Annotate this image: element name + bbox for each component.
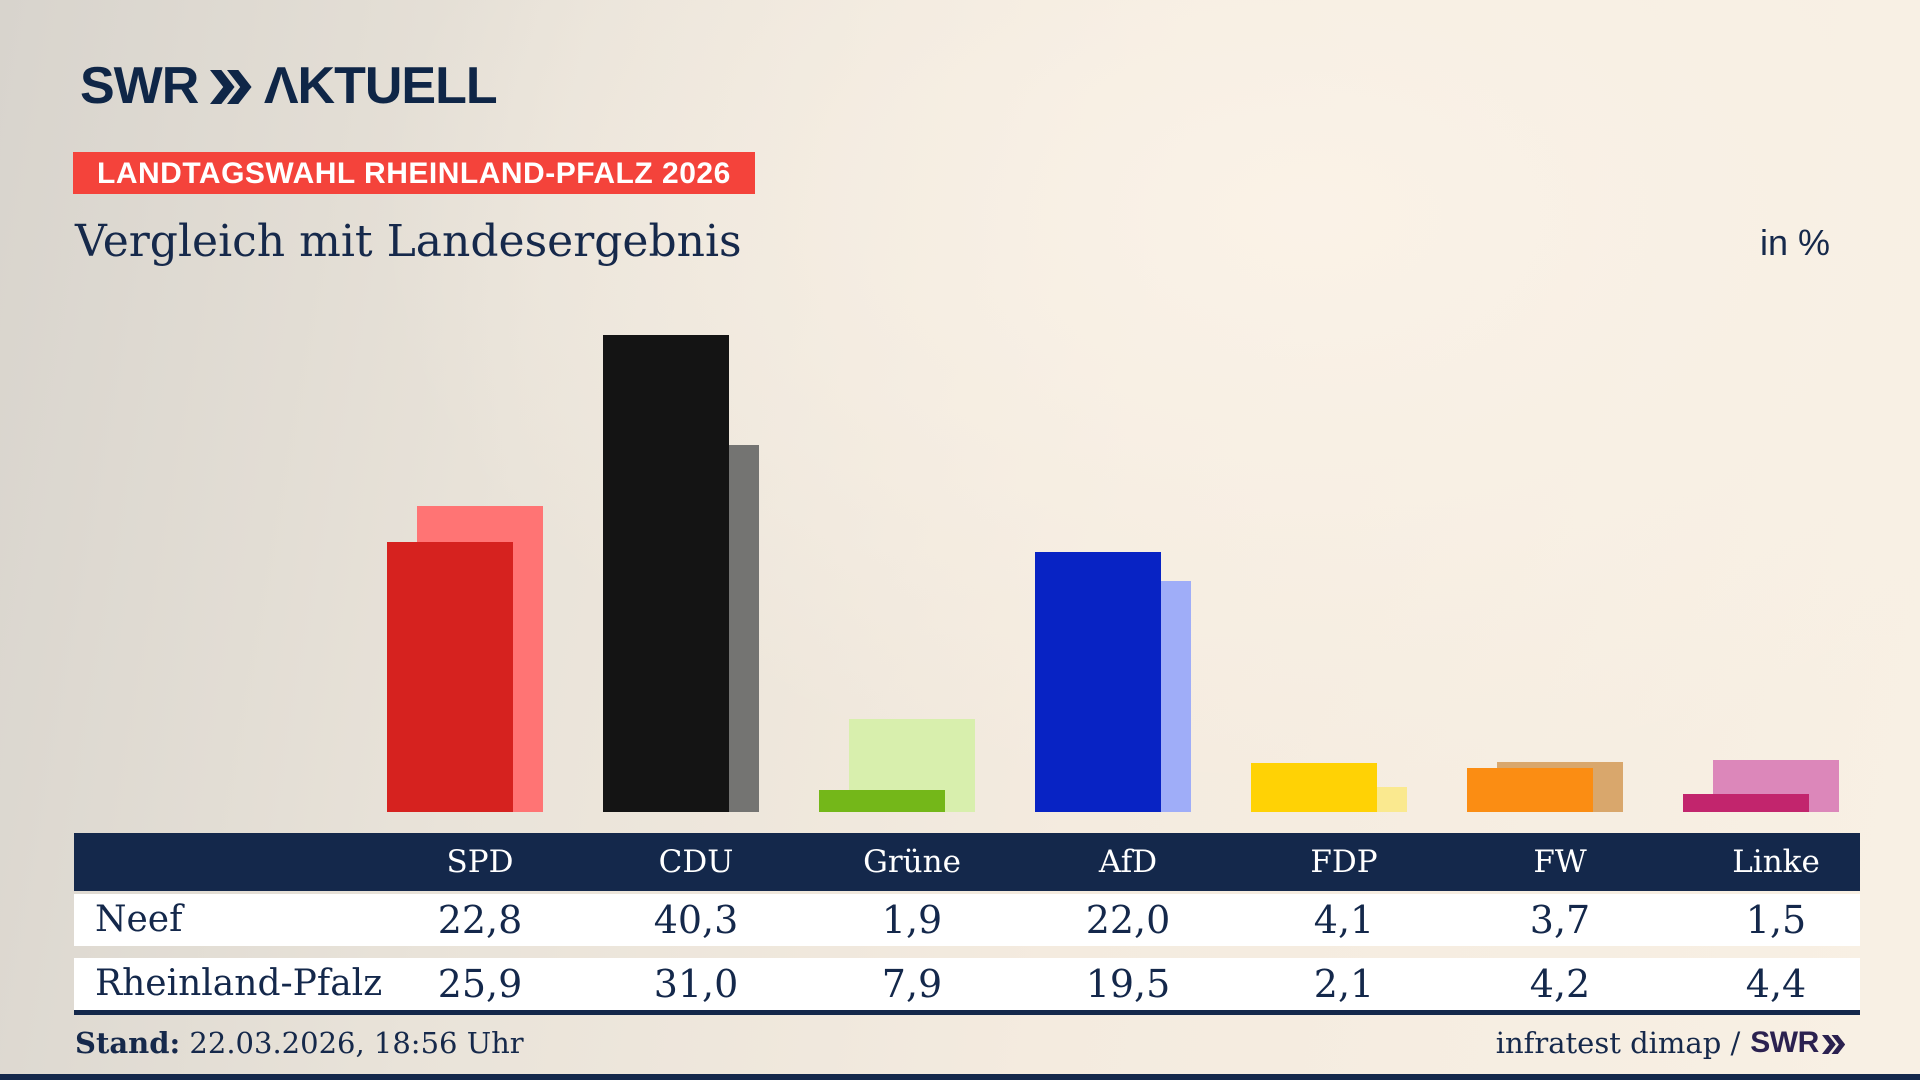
value-neef-fw: 3,7 bbox=[1529, 898, 1591, 942]
table-header-cell-spd: SPD bbox=[446, 844, 514, 880]
bar-neef-linke bbox=[1683, 794, 1809, 812]
value-neef-linke: 1,5 bbox=[1745, 898, 1807, 942]
value-rheinland-pfalz-cdu: 31,0 bbox=[653, 962, 739, 1006]
logo-brand-text: SWR bbox=[80, 57, 199, 115]
source-brand-text: SWR bbox=[1750, 1026, 1819, 1059]
timestamp-label: Stand: bbox=[75, 1026, 181, 1060]
value-neef-gruene: 1,9 bbox=[881, 898, 943, 942]
value-rheinland-pfalz-spd: 25,9 bbox=[437, 962, 523, 1006]
bar-neef-fdp bbox=[1251, 763, 1377, 812]
value-rheinland-pfalz-fw: 4,2 bbox=[1529, 962, 1591, 1006]
value-rheinland-pfalz-gruene: 7,9 bbox=[881, 962, 943, 1006]
table-header-cell-afd: AfD bbox=[1098, 844, 1158, 880]
value-neef-cdu: 40,3 bbox=[653, 898, 739, 942]
table-bottom-border bbox=[74, 1010, 1860, 1015]
table-header-cell-fdp: FDP bbox=[1310, 844, 1378, 880]
value-rheinland-pfalz-fdp: 2,1 bbox=[1313, 962, 1375, 1006]
bar-neef-gruene bbox=[819, 790, 945, 812]
bar-neef-afd bbox=[1035, 552, 1161, 812]
source-text: infratest dimap / bbox=[1495, 1026, 1741, 1060]
logo-product-text: ΛKTUELL bbox=[263, 57, 498, 115]
bar-neef-cdu bbox=[603, 335, 729, 812]
row-label-neef: Neef bbox=[95, 899, 183, 940]
logo-double-chevron-icon bbox=[210, 70, 252, 104]
bar-neef-spd bbox=[387, 542, 513, 812]
table-row-neef: Neef 22,8 40,3 1,9 22,0 4,1 3,7 1,5 bbox=[74, 894, 1860, 946]
timestamp: Stand: 22.03.2026, 18:56 Uhr bbox=[75, 1026, 524, 1060]
value-rheinland-pfalz-afd: 19,5 bbox=[1085, 962, 1171, 1006]
table-header-cell-linke: Linke bbox=[1732, 844, 1820, 880]
table-header-row: SPD CDU Grüne AfD FDP FW Linke bbox=[74, 833, 1860, 891]
table-header-cell-fw: FW bbox=[1533, 844, 1587, 880]
value-neef-spd: 22,8 bbox=[437, 898, 523, 942]
source-brand: SWR bbox=[1750, 1026, 1845, 1060]
value-rheinland-pfalz-linke: 4,4 bbox=[1745, 962, 1807, 1006]
swr-aktuell-logo: SWR ΛKTUELL bbox=[80, 56, 498, 116]
page-title: Vergleich mit Landesergebnis bbox=[75, 216, 742, 267]
source-double-chevron-icon bbox=[1821, 1034, 1845, 1054]
value-neef-afd: 22,0 bbox=[1085, 898, 1171, 942]
table-row-rheinland-pfalz: Rheinland-Pfalz 25,9 31,0 7,9 19,5 2,1 4,2 4,4 bbox=[74, 958, 1860, 1010]
value-neef-fdp: 4,1 bbox=[1313, 898, 1375, 942]
election-badge: LANDTAGSWAHL RHEINLAND-PFALZ 2026 bbox=[73, 152, 755, 194]
source-credit: infratest dimap / SWR bbox=[1496, 1026, 1845, 1060]
table-header-cell-gruene: Grüne bbox=[863, 844, 961, 880]
bar-neef-fw bbox=[1467, 768, 1593, 812]
row-label-rheinland-pfalz: Rheinland-Pfalz bbox=[95, 963, 383, 1004]
timestamp-value: 22.03.2026, 18:56 Uhr bbox=[189, 1026, 524, 1060]
table-header-cell-cdu: CDU bbox=[658, 844, 734, 880]
bottom-accent-bar bbox=[0, 1074, 1920, 1080]
unit-label: in % bbox=[1759, 222, 1830, 263]
